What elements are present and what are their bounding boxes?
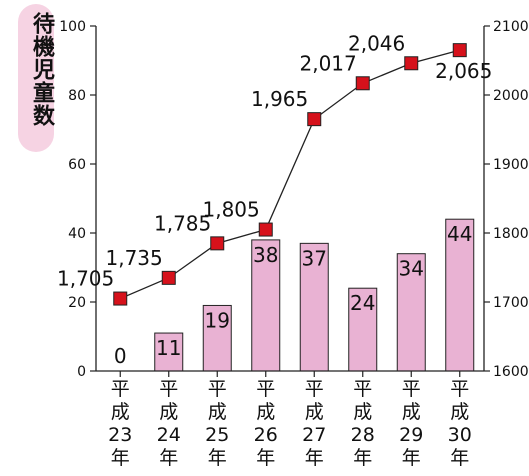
- category-label: 年: [208, 447, 227, 469]
- right-tick-label: 1600: [493, 364, 529, 380]
- line-value-label: 1,785: [154, 211, 211, 235]
- category-label: 成: [305, 401, 324, 423]
- category-label: 23: [108, 424, 132, 446]
- category-label: 平: [450, 378, 469, 400]
- category-label: 27: [302, 424, 326, 446]
- line-value-label: 1,805: [202, 198, 259, 222]
- category-label: 年: [256, 447, 275, 469]
- bar-value-label: 38: [253, 243, 278, 267]
- category-label: 成: [159, 401, 178, 423]
- bar-value-label: 37: [302, 246, 327, 270]
- line-point-marker: [210, 236, 225, 251]
- category-label: 成: [353, 401, 372, 423]
- category-label: 成: [450, 401, 469, 423]
- line-value-label: 1,735: [105, 246, 162, 270]
- category-label: 25: [205, 424, 229, 446]
- category-label: 平: [111, 378, 130, 400]
- left-tick-label: 100: [59, 19, 86, 35]
- axes-layer: [90, 25, 490, 377]
- category-label: 年: [353, 447, 372, 469]
- category-label: 28: [351, 424, 375, 446]
- right-tick-label: 1700: [493, 295, 529, 311]
- line-value-label: 2,046: [348, 31, 405, 55]
- left-tick-label: 0: [77, 364, 86, 380]
- bar-value-label: 24: [350, 291, 375, 315]
- category-label: 成: [402, 401, 421, 423]
- line-value-label: 1,705: [57, 267, 114, 291]
- bar: [202, 304, 232, 372]
- category-label: 年: [305, 447, 324, 469]
- category-label: 成: [208, 401, 227, 423]
- category-label: 成: [111, 401, 130, 423]
- right-tick-label: 2000: [493, 88, 529, 104]
- category-label: 平: [402, 378, 421, 400]
- category-label: 年: [159, 447, 178, 469]
- line-point-marker: [307, 112, 322, 127]
- bar: [396, 253, 426, 372]
- line-point-marker: [161, 270, 176, 285]
- line-series-path: [119, 49, 460, 300]
- bar-value-label: 44: [447, 222, 472, 246]
- y-axis-title: 待機児童数: [29, 12, 54, 127]
- category-label: 30: [448, 424, 472, 446]
- line-point-marker: [258, 222, 273, 237]
- category-label: 平: [208, 378, 227, 400]
- category-label: 24: [157, 424, 181, 446]
- bar-value-label: 19: [205, 308, 230, 332]
- category-label: 29: [399, 424, 423, 446]
- category-label: 平: [256, 378, 275, 400]
- bars-layer: [154, 218, 475, 372]
- right-tick-label: 1900: [493, 157, 529, 173]
- left-tick-label: 40: [68, 226, 86, 242]
- bar: [251, 239, 281, 372]
- bar: [299, 242, 329, 372]
- line-layer: [113, 43, 467, 306]
- bar-value-label: 34: [399, 257, 424, 281]
- left-tick-label: 80: [68, 88, 86, 104]
- right-tick-label: 2100: [493, 19, 529, 35]
- left-tick-label: 20: [68, 295, 86, 311]
- bar: [154, 332, 184, 372]
- line-point-marker: [355, 76, 370, 91]
- line-point-marker: [113, 291, 128, 306]
- line-value-label: 1,965: [251, 87, 308, 111]
- bar-value-label: 11: [156, 336, 181, 360]
- category-label: 年: [450, 447, 469, 469]
- category-label: 年: [402, 447, 421, 469]
- category-label: 平: [159, 378, 178, 400]
- category-label: 26: [254, 424, 278, 446]
- line-point-marker: [404, 56, 419, 71]
- right-tick-label: 1800: [493, 226, 529, 242]
- category-label: 平: [305, 378, 324, 400]
- line-point-marker: [452, 43, 467, 58]
- bar-value-label: 0: [114, 344, 127, 368]
- line-value-label: 2,017: [299, 51, 356, 75]
- y-axis-title-badge: 待機児童数: [18, 4, 54, 152]
- category-label: 平: [353, 378, 372, 400]
- category-label: 成: [256, 401, 275, 423]
- line-value-label: 2,065: [435, 59, 492, 83]
- left-tick-label: 60: [68, 157, 86, 173]
- category-label: 年: [111, 447, 130, 469]
